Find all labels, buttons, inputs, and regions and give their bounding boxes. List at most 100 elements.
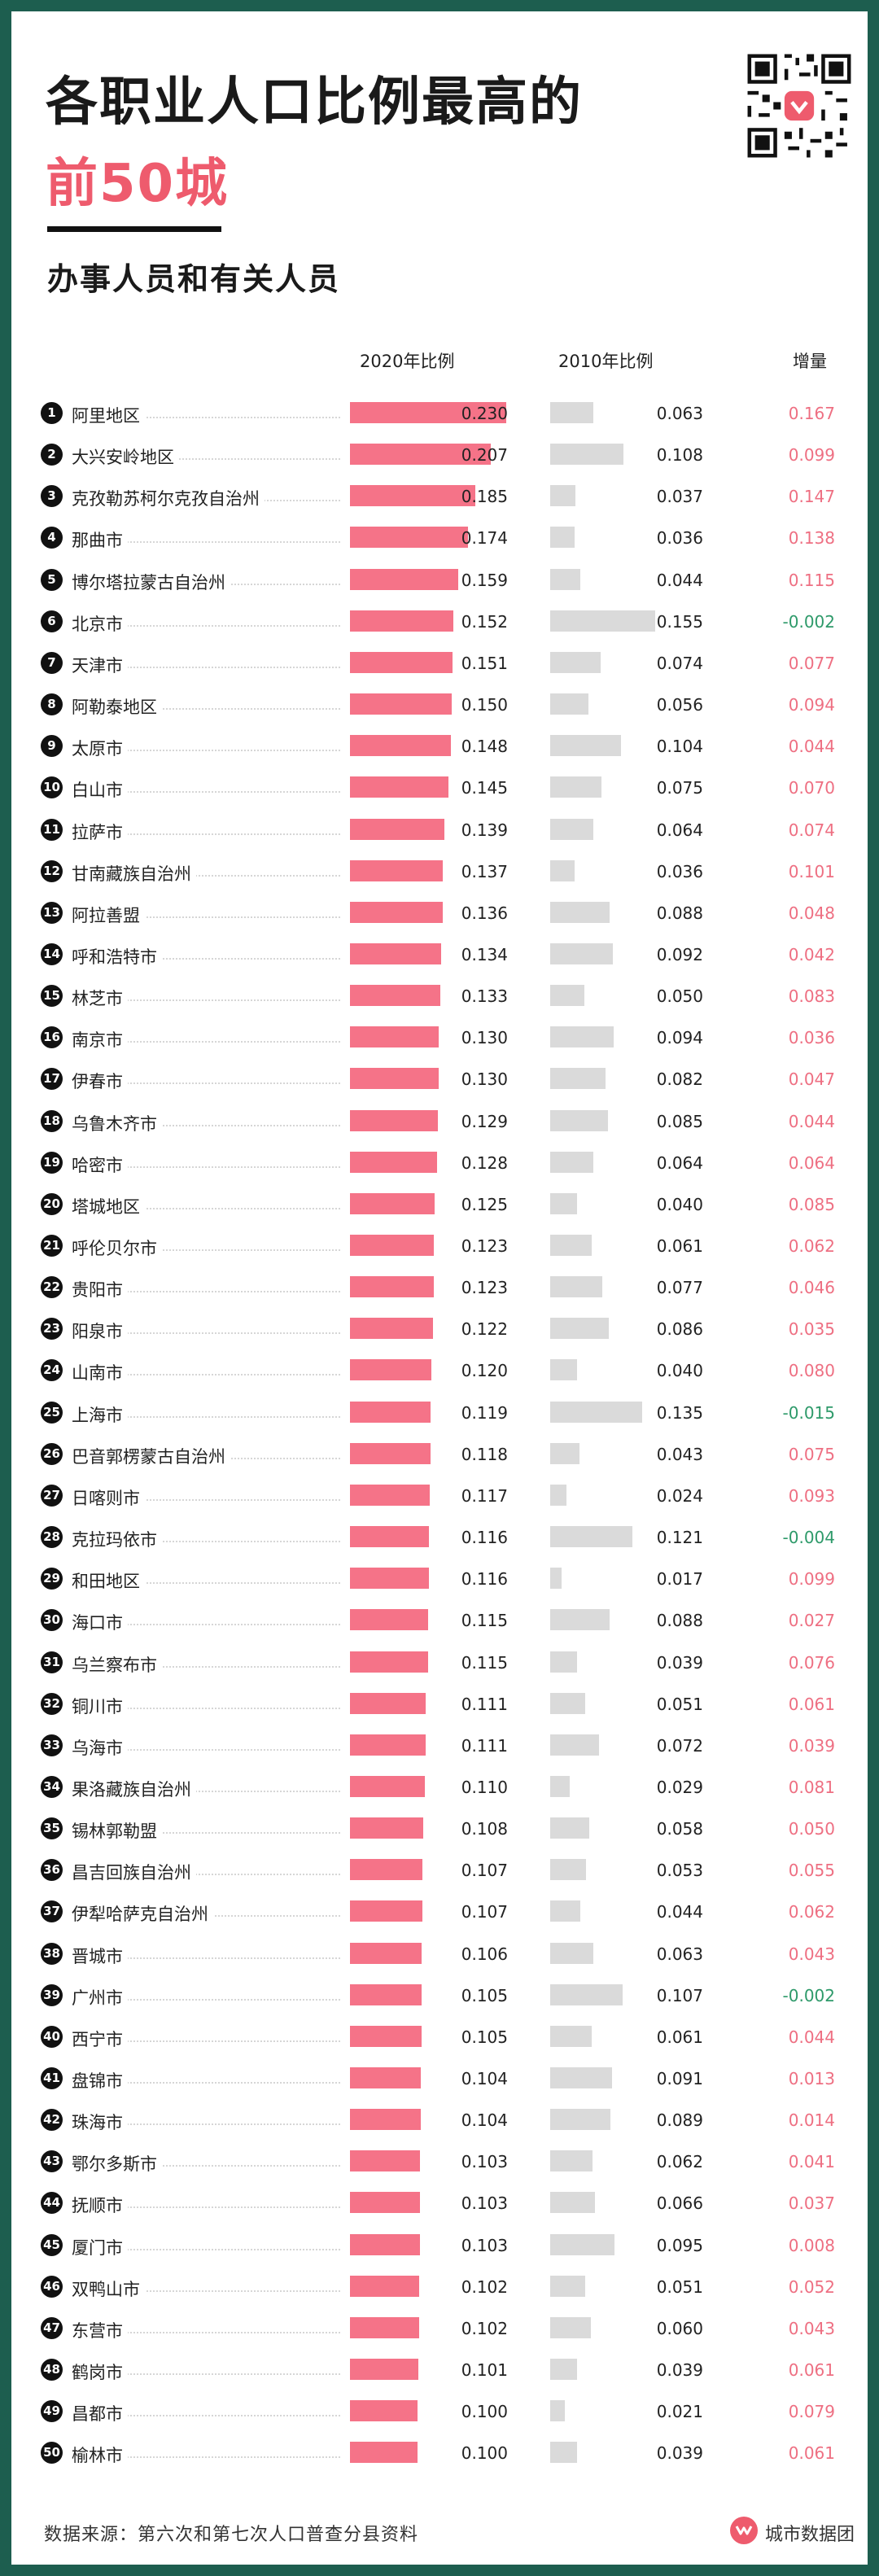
value-2020-label: 0.148	[461, 737, 508, 757]
city-name: 上海市	[72, 1402, 128, 1427]
value-2010-label: 0.075	[656, 778, 703, 798]
value-2020-label: 0.123	[461, 1278, 508, 1298]
increase-label: 0.074	[788, 820, 835, 840]
bar-2010	[550, 2233, 615, 2255]
dotted-leader	[72, 1082, 340, 1085]
table-row: 11 拉萨市 0.139 0.064 0.074	[11, 811, 868, 852]
increase-label: -0.002	[782, 1985, 835, 2005]
dotted-leader	[72, 1415, 340, 1418]
value-2010-label: 0.053	[656, 1861, 703, 1881]
value-2020-label: 0.103	[461, 2193, 508, 2214]
rank-badge: 4	[41, 527, 63, 549]
rank-badge: 3	[41, 485, 63, 508]
dotted-leader	[72, 1541, 340, 1543]
dotted-leader	[72, 1374, 340, 1376]
city-name: 哈密市	[72, 1152, 128, 1177]
rank-badge: 42	[41, 2109, 63, 2132]
value-2010-label: 0.094	[656, 1028, 703, 1048]
city-name: 阿勒泰地区	[72, 694, 162, 719]
increase-label: 0.093	[788, 1485, 835, 1506]
table-row: 9 太原市 0.148 0.104 0.044	[11, 727, 868, 768]
dotted-leader	[72, 666, 340, 668]
value-2010-label: 0.063	[656, 1944, 703, 1964]
bar-2010	[550, 735, 621, 757]
value-2010-label: 0.074	[656, 653, 703, 673]
city-name: 巴音郭楞蒙古自治州	[72, 1443, 230, 1468]
city-name: 白山市	[72, 777, 128, 803]
bar-2020	[350, 1983, 422, 2005]
bar-2020	[350, 1151, 437, 1173]
bar-2020	[350, 1359, 432, 1381]
value-2020-label: 0.108	[461, 1819, 508, 1839]
dotted-leader	[72, 1957, 340, 1959]
value-2010-label: 0.066	[656, 2193, 703, 2214]
city-name: 阿拉善盟	[72, 902, 145, 927]
value-2010-label: 0.088	[656, 1611, 703, 1631]
value-2020-label: 0.120	[461, 1361, 508, 1381]
bar-2010	[550, 1609, 610, 1631]
bar-2020	[350, 2150, 420, 2172]
city-name: 抚顺市	[72, 2193, 128, 2218]
dotted-leader	[72, 1124, 340, 1126]
table-row: 29 和田地区 0.116 0.017 0.099	[11, 1559, 868, 1601]
dotted-leader	[72, 1707, 340, 1709]
rank-badge: 36	[41, 1859, 63, 1882]
rank-badge: 1	[41, 402, 63, 424]
increase-label: 0.061	[788, 1694, 835, 1714]
bar-2010	[550, 1526, 632, 1548]
value-2010-label: 0.062	[656, 2152, 703, 2172]
value-2010-label: 0.086	[656, 1319, 703, 1340]
value-2020-label: 0.103	[461, 2235, 508, 2255]
table-row: 21 呼伦贝尔市 0.123 0.061 0.062	[11, 1227, 868, 1268]
value-2020-label: 0.133	[461, 986, 508, 1007]
chart-subtitle: 办事人员和有关人员	[47, 261, 341, 297]
increase-label: 0.041	[788, 2152, 835, 2172]
value-2010-label: 0.061	[656, 2027, 703, 2047]
bar-2010	[550, 1318, 609, 1340]
bar-2020	[350, 1817, 424, 1839]
value-2010-label: 0.092	[656, 944, 703, 964]
increase-label: 0.055	[788, 1861, 835, 1881]
bar-2010	[550, 1442, 579, 1464]
rank-badge: 6	[41, 610, 63, 632]
value-2010-label: 0.064	[656, 1152, 703, 1173]
table-row: 34 果洛藏族自治州 0.110 0.029 0.081	[11, 1768, 868, 1809]
bar-2010	[550, 1276, 603, 1298]
table-row: 14 呼和浩特市 0.134 0.092 0.042	[11, 935, 868, 977]
bar-2020	[350, 2109, 421, 2131]
value-2020-label: 0.106	[461, 1944, 508, 1964]
bar-2020	[350, 735, 451, 757]
bar-2010	[550, 1651, 577, 1673]
value-2010-label: 0.050	[656, 986, 703, 1007]
rank-badge: 24	[41, 1359, 63, 1382]
rank-badge: 27	[41, 1484, 63, 1507]
city-name: 乌海市	[72, 1734, 128, 1760]
increase-label: -0.002	[782, 611, 835, 632]
increase-label: 0.052	[788, 2276, 835, 2297]
bar-2020	[350, 776, 449, 798]
city-name: 伊春市	[72, 1069, 128, 1094]
value-2020-label: 0.110	[461, 1777, 508, 1797]
city-name: 北京市	[72, 610, 128, 636]
table-row: 2 大兴安岭地区 0.207 0.108 0.099	[11, 435, 868, 477]
table-row: 27 日喀则市 0.117 0.024 0.093	[11, 1476, 868, 1518]
table-row: 1 阿里地区 0.230 0.063 0.167	[11, 394, 868, 435]
value-2010-label: 0.085	[656, 1111, 703, 1131]
city-name: 晋城市	[72, 1943, 128, 1968]
bar-2020	[350, 901, 443, 923]
increase-label: 0.044	[788, 1111, 835, 1131]
bar-2020	[350, 1109, 438, 1131]
dotted-leader	[72, 1874, 340, 1876]
value-2020-label: 0.111	[461, 1735, 508, 1756]
bar-2010	[550, 818, 594, 840]
dotted-leader	[72, 999, 340, 1002]
bar-2010	[550, 1151, 594, 1173]
bar-2010	[550, 485, 575, 507]
bar-2020	[350, 1318, 433, 1340]
city-name: 天津市	[72, 652, 128, 677]
bar-2020	[350, 1276, 434, 1298]
value-2020-label: 0.105	[461, 2027, 508, 2047]
increase-label: 0.061	[788, 2443, 835, 2464]
value-2020-label: 0.130	[461, 1069, 508, 1090]
table-row: 45 厦门市 0.103 0.095 0.008	[11, 2226, 868, 2268]
